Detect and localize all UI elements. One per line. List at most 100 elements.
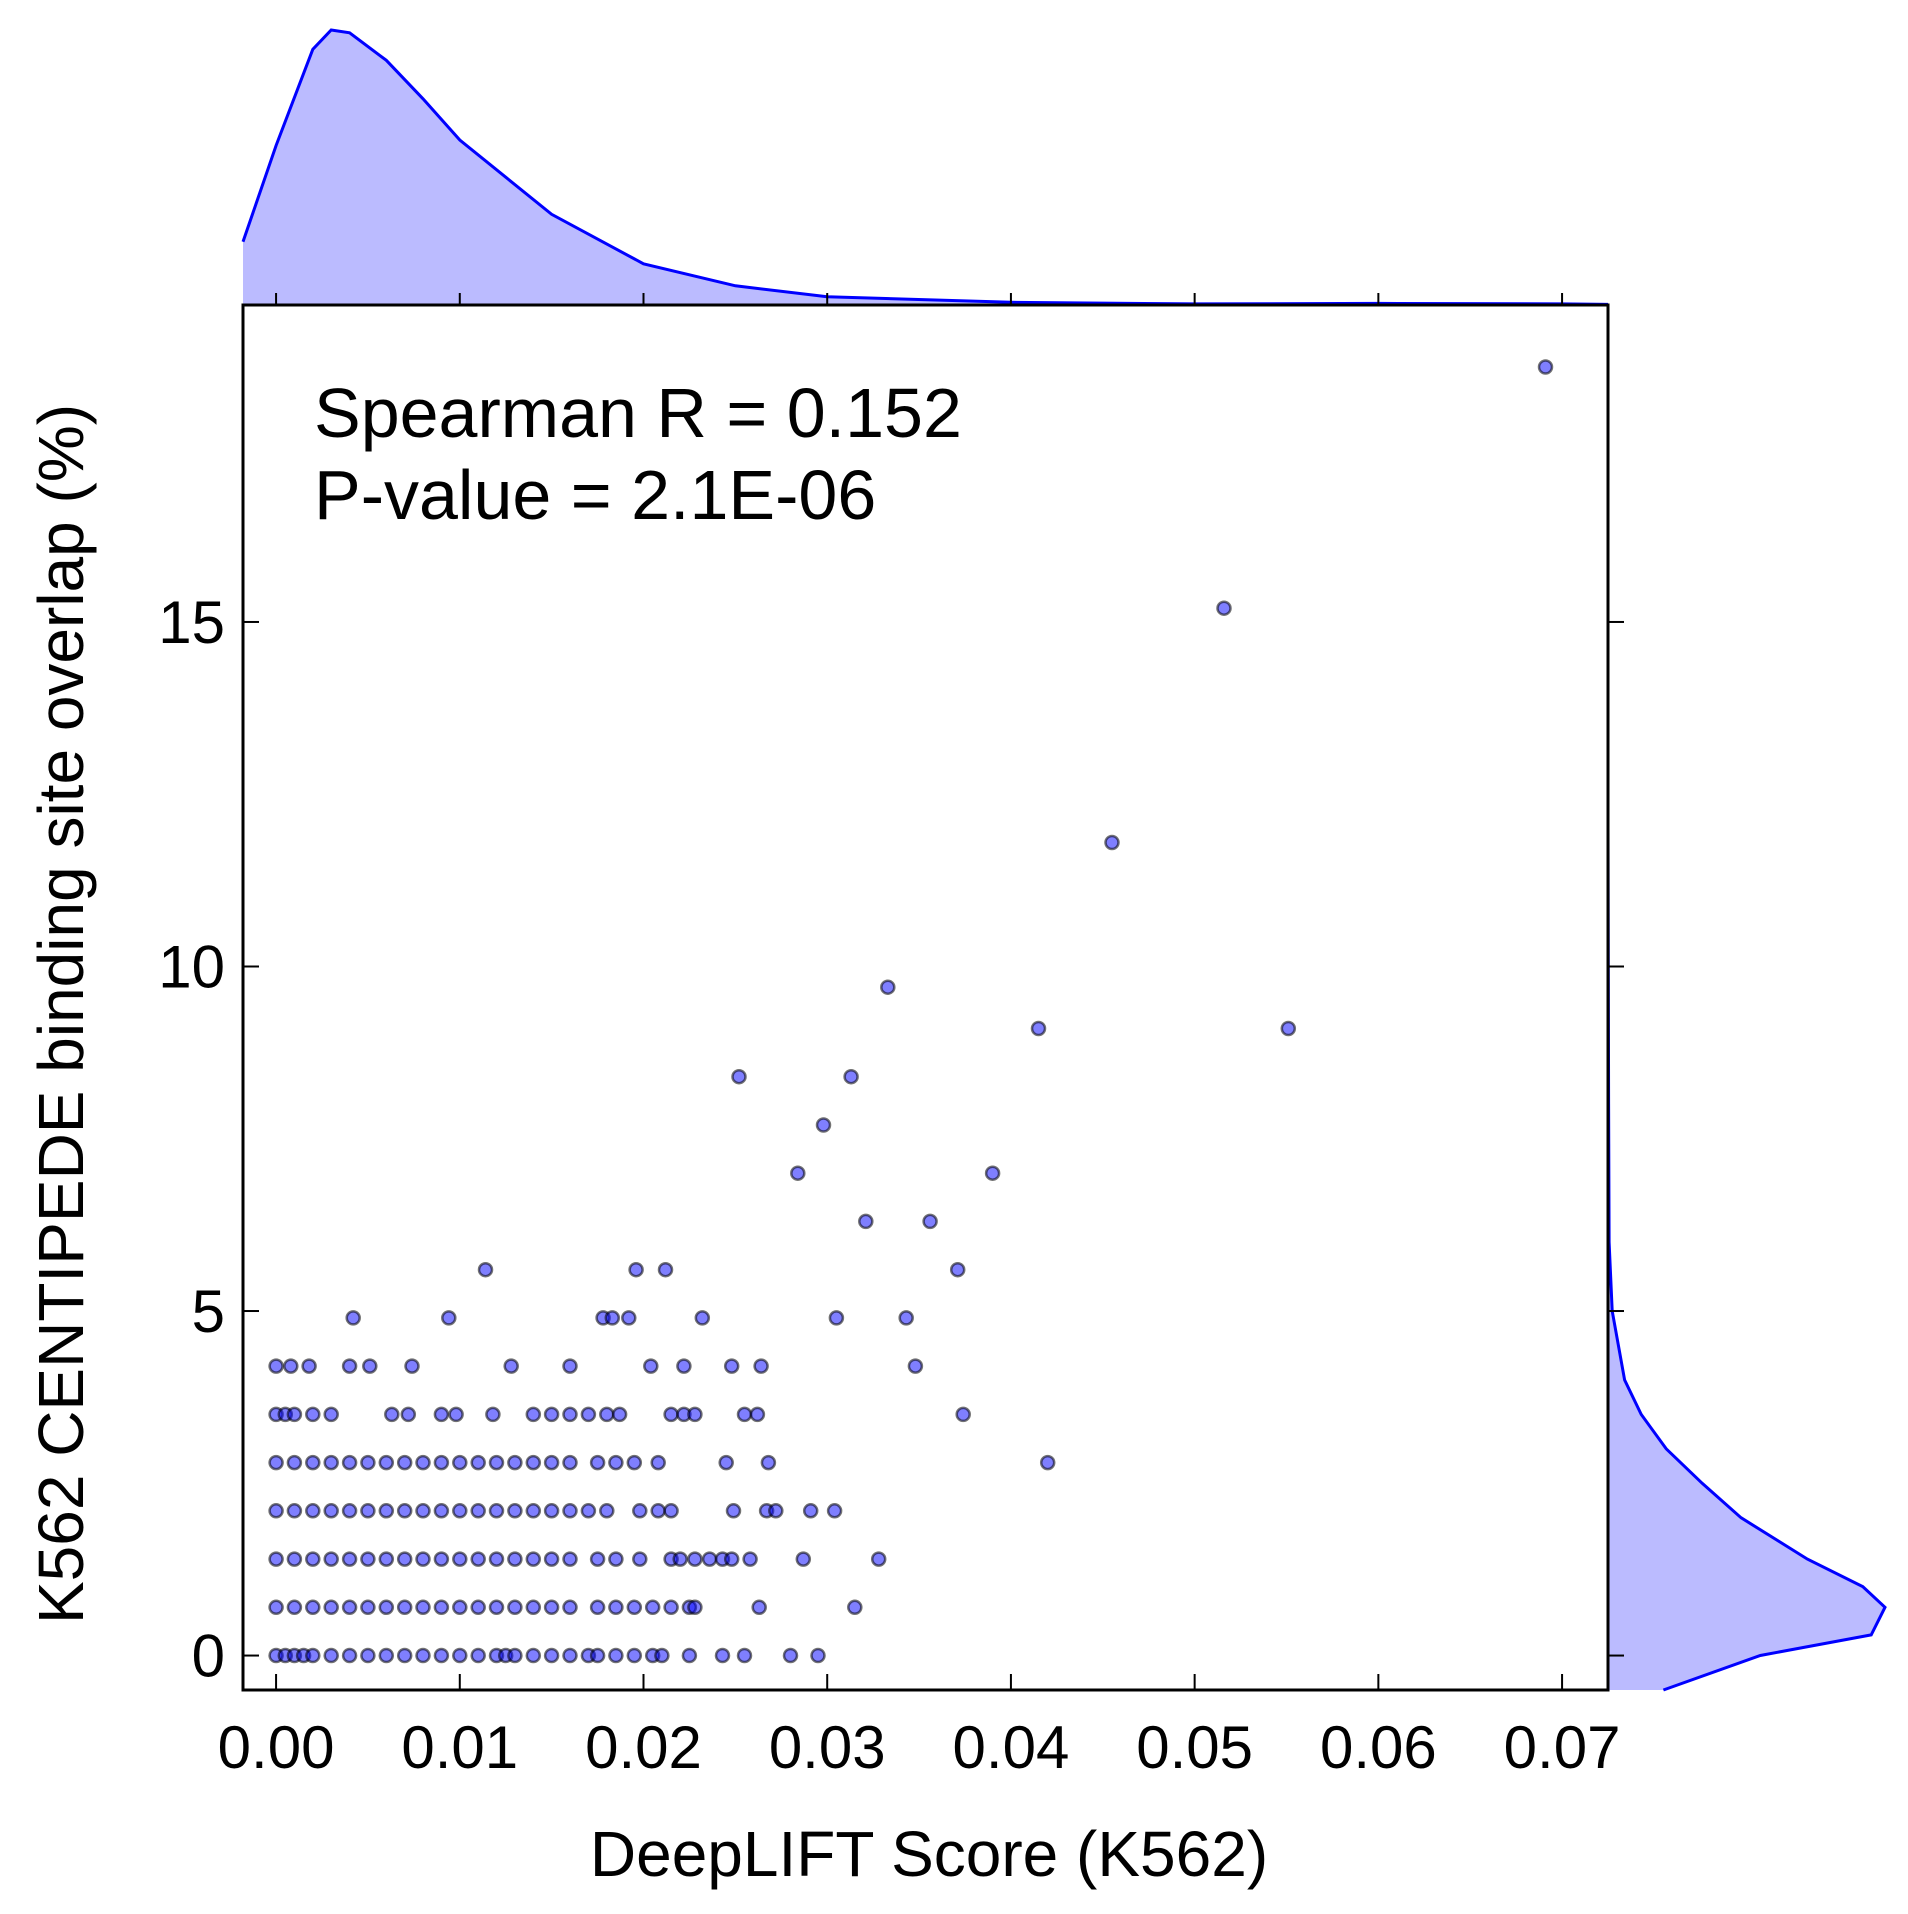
x-tick-label: 0.02 (585, 1714, 702, 1781)
scatter-point (305, 1647, 321, 1664)
scatter-point (681, 1647, 698, 1664)
scatter-point (488, 1551, 505, 1567)
scatter-point (433, 1647, 450, 1664)
scatter-point (694, 1310, 711, 1326)
scatter-point (749, 1406, 766, 1423)
scatter-point (843, 1068, 859, 1085)
y-tick-label: 0 (192, 1623, 225, 1690)
scatter-point (452, 1503, 468, 1519)
scatter-point (1280, 1020, 1297, 1037)
scatter-point (632, 1503, 648, 1519)
scatter-point (470, 1647, 486, 1664)
scatter-point (543, 1599, 560, 1616)
scatter-point (701, 1551, 718, 1567)
scatter-point (525, 1599, 542, 1616)
scatter-point (632, 1551, 648, 1567)
scatter-point (949, 1261, 966, 1278)
scatter-point (360, 1647, 376, 1664)
scatter-point (433, 1406, 450, 1423)
scatter-point (433, 1551, 450, 1567)
scatter-point (608, 1551, 624, 1567)
scatter-point (1216, 600, 1232, 616)
scatter-point (268, 1503, 284, 1519)
scatter-point (396, 1647, 413, 1664)
scatter-point (286, 1406, 303, 1423)
scatter-point (286, 1599, 303, 1616)
scatter-point (654, 1647, 670, 1664)
scatter-point (858, 1213, 874, 1230)
scatter-point (470, 1454, 486, 1471)
scatter-point (485, 1406, 501, 1423)
scatter-point (714, 1647, 731, 1664)
scatter-point (611, 1406, 628, 1423)
scatter-point (305, 1503, 321, 1519)
top-kde-fill (243, 30, 1608, 305)
x-tick-label: 0.00 (218, 1714, 335, 1781)
scatter-point (543, 1406, 560, 1423)
scatter-point (507, 1454, 523, 1471)
scatter-point (589, 1551, 606, 1567)
scatter-point (1030, 1020, 1047, 1037)
scatter-point (562, 1406, 578, 1423)
annotation-pvalue: P-value = 2.1E-06 (314, 456, 876, 534)
scatter-point (470, 1551, 486, 1567)
scatter-point (525, 1454, 542, 1471)
scatter-point (441, 1310, 457, 1326)
scatter-point (870, 1551, 887, 1567)
scatter-point (286, 1454, 303, 1471)
scatter-point (782, 1647, 799, 1664)
scatter-point (360, 1599, 376, 1616)
scatter-point (589, 1454, 606, 1471)
x-tick-label: 0.01 (401, 1714, 518, 1781)
scatter-point (488, 1454, 505, 1471)
scatter-point (898, 1310, 914, 1326)
scatter-point (323, 1647, 339, 1664)
scatter-point (751, 1599, 767, 1616)
scatter-point (283, 1358, 299, 1374)
scatter-point (815, 1117, 832, 1133)
x-axis-title: DeepLIFT Score (K562) (590, 1818, 1268, 1890)
scatter-point (378, 1503, 395, 1519)
scatter-point (305, 1406, 321, 1423)
scatter-point (543, 1454, 560, 1471)
scatter-point (663, 1406, 679, 1423)
scatter-point (341, 1647, 358, 1664)
scatter-point (378, 1647, 395, 1664)
scatter-point (525, 1503, 542, 1519)
scatter-point (301, 1358, 317, 1374)
scatter-point (341, 1503, 358, 1519)
scatter-point (580, 1503, 597, 1519)
scatter-point (404, 1358, 420, 1374)
top-marginal-kde (241, 28, 1609, 306)
scatter-point (507, 1647, 523, 1664)
scatter-point (1039, 1454, 1056, 1471)
scatter-point (676, 1358, 692, 1374)
y-axis-ticks: 0 5 10 15 (158, 589, 1624, 1690)
scatter-point (507, 1599, 523, 1616)
scatter-point (650, 1454, 666, 1471)
scatter-point (286, 1551, 303, 1567)
scatter-point (663, 1503, 679, 1519)
scatter-point (725, 1503, 742, 1519)
scatter-point (525, 1406, 542, 1423)
scatter-point (323, 1503, 339, 1519)
scatter-point (396, 1599, 413, 1616)
scatter-point (378, 1599, 395, 1616)
x-tick-label: 0.03 (769, 1714, 886, 1781)
scatter-point (672, 1551, 688, 1567)
scatter-point (323, 1599, 339, 1616)
scatter-point (687, 1551, 703, 1567)
x-axis-ticks: 0.00 0.01 0.02 0.03 0.04 0.05 0.06 0.07 (218, 293, 1620, 1781)
scatter-point (628, 1261, 644, 1278)
scatter-point (562, 1503, 578, 1519)
scatter-point (736, 1647, 753, 1664)
scatter-point (470, 1503, 486, 1519)
scatter-point (802, 1503, 819, 1519)
scatter-point (488, 1599, 505, 1616)
scatter-point (826, 1503, 843, 1519)
scatter-point (543, 1647, 560, 1664)
scatter-point (507, 1551, 523, 1567)
scatter-point (452, 1647, 468, 1664)
scatter-point (433, 1599, 450, 1616)
